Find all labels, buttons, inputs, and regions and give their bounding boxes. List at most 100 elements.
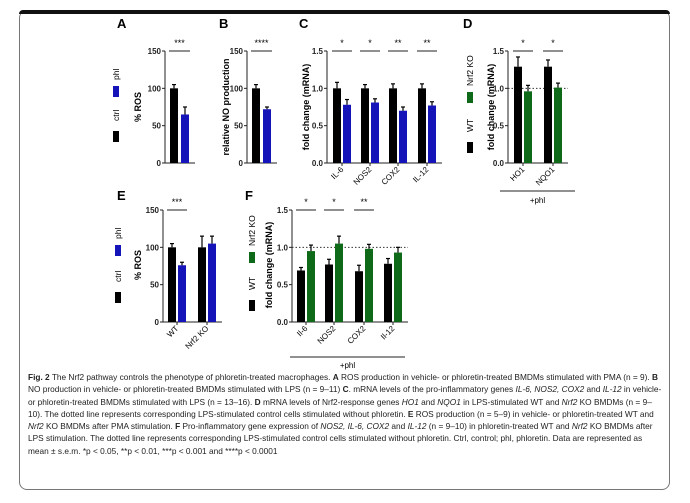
significance-stars: ** bbox=[394, 38, 402, 48]
y-tick-label: 0.0 bbox=[312, 159, 324, 168]
y-tick-label: 0 bbox=[155, 318, 160, 327]
caption-text: KO BMDMs after PMA stimulation. bbox=[43, 421, 176, 432]
significance-stars: *** bbox=[172, 197, 183, 207]
bar-wt bbox=[514, 66, 522, 163]
caption-bold-text: Fig. 2 bbox=[28, 372, 50, 382]
x-tick-label: Il-6 bbox=[295, 324, 310, 339]
bar-ctrl bbox=[361, 88, 369, 163]
legend-label: ctrl bbox=[113, 271, 123, 282]
y-tick-label: 0.5 bbox=[493, 122, 505, 131]
bar-phl bbox=[181, 114, 189, 163]
legend-label: phl bbox=[111, 69, 121, 80]
figure-top-bar bbox=[19, 10, 670, 14]
caption-text: . mRNA levels of the pro-inflammatory ge… bbox=[348, 384, 516, 395]
x-tick-label: WT bbox=[165, 324, 180, 339]
bar-phl bbox=[208, 243, 216, 322]
significance-stars: * bbox=[340, 38, 344, 48]
caption-text: in vehicle- or phloretin-treated BMDMs s… bbox=[28, 384, 662, 407]
bar-wt bbox=[297, 270, 305, 322]
legend-label: Nrf2 KO bbox=[247, 215, 257, 246]
y-tick-label: 1.5 bbox=[493, 47, 505, 56]
bar-ctrl bbox=[252, 88, 260, 163]
caption-text: and bbox=[418, 396, 438, 407]
legend-label: phl bbox=[113, 228, 123, 239]
y-tick-label: 1.0 bbox=[312, 84, 324, 93]
figure-caption: Fig. 2 The Nrf2 pathway controls the phe… bbox=[28, 371, 664, 457]
bar-nrf2-ko bbox=[365, 248, 373, 322]
caption-text: NOS2, IL-6, COX2 bbox=[320, 421, 390, 432]
y-axis-label: % ROS bbox=[133, 250, 143, 280]
y-tick-label: 0 bbox=[239, 159, 244, 168]
legend-swatch bbox=[467, 142, 473, 153]
bar-phl bbox=[428, 105, 436, 163]
bar-phl bbox=[178, 265, 186, 322]
y-tick-label: 150 bbox=[230, 47, 244, 56]
caption-text: HO1 bbox=[401, 396, 419, 407]
significance-stars: ** bbox=[360, 197, 368, 207]
y-tick-label: 1.5 bbox=[277, 206, 289, 215]
caption-text: mRNA levels of Nrf2-response genes bbox=[260, 396, 402, 407]
y-tick-label: 50 bbox=[234, 122, 243, 131]
y-axis-label: fold change (mRNA) bbox=[486, 64, 496, 151]
bar-ctrl bbox=[333, 88, 341, 163]
y-tick-label: 100 bbox=[146, 243, 160, 252]
significance-stars: * bbox=[332, 197, 336, 207]
y-tick-label: 150 bbox=[148, 47, 162, 56]
y-tick-label: 0.0 bbox=[493, 159, 505, 168]
significance-stars: * bbox=[521, 38, 525, 48]
y-tick-label: 1.0 bbox=[277, 243, 289, 252]
legend-swatch bbox=[467, 92, 473, 103]
caption-text: and bbox=[584, 384, 603, 395]
bar-phl bbox=[399, 110, 407, 163]
panel-d: D 0.0 0.5 1.0 1.5 fold change (mRNA) HO1 * NQO1 *… bbox=[463, 16, 575, 205]
bar-ctrl bbox=[418, 88, 426, 163]
x-tick-label: COX2 bbox=[380, 165, 402, 187]
legend-swatch bbox=[115, 245, 121, 256]
x-tick-label: Il-12 bbox=[379, 324, 397, 342]
caption-text: KO BMDMs (n = 9–10). The dotted line rep… bbox=[28, 396, 652, 419]
y-axis-label: % ROS bbox=[133, 92, 143, 122]
significance-stars: * bbox=[368, 38, 372, 48]
panel-label: D bbox=[463, 16, 472, 31]
y-tick-label: 50 bbox=[152, 122, 161, 131]
caption-text: Nrf2 bbox=[571, 421, 588, 432]
panel-label: E bbox=[117, 188, 126, 203]
caption-text: in LPS-stimulated WT and bbox=[460, 396, 562, 407]
bar-wt bbox=[355, 271, 363, 322]
legend-swatch bbox=[249, 252, 255, 263]
group-label: +phl bbox=[530, 196, 546, 205]
legend-label: Nrf2 KO bbox=[465, 55, 475, 86]
caption-text: NO production in vehicle- or phloretin-t… bbox=[28, 384, 343, 395]
bar-ctrl bbox=[168, 247, 176, 322]
panel-b: B 0 50 100 150 relative NO production **** bbox=[219, 16, 277, 168]
x-tick-label: HO1 bbox=[508, 165, 526, 183]
bar-nrf2-ko bbox=[394, 252, 402, 322]
y-tick-label: 1.5 bbox=[312, 47, 324, 56]
caption-text: Pro-inflammatory gene expression of bbox=[180, 421, 321, 432]
bar-wt bbox=[384, 263, 392, 322]
caption-bold-text: B bbox=[652, 372, 659, 382]
caption-text: and bbox=[389, 421, 408, 432]
caption-text: IL-12 bbox=[602, 384, 622, 395]
legend-swatch bbox=[113, 86, 119, 97]
y-axis-label: fold change (mRNA) bbox=[264, 222, 274, 309]
group-label: +phl bbox=[340, 361, 356, 370]
significance-stars: * bbox=[304, 197, 308, 207]
y-tick-label: 100 bbox=[230, 84, 244, 93]
x-tick-label: NOS2 bbox=[352, 165, 374, 187]
y-axis-label: fold change (mRNA) bbox=[301, 64, 311, 151]
significance-stars: * bbox=[551, 38, 555, 48]
panel-label: A bbox=[117, 16, 127, 31]
bar-nrf2-ko bbox=[554, 87, 562, 163]
panel-label: C bbox=[299, 16, 309, 31]
bar-nrf2-ko bbox=[335, 243, 343, 322]
caption-text: IL-12 bbox=[407, 421, 427, 432]
y-tick-label: 50 bbox=[150, 281, 159, 290]
panel-e: E 0 50 100 150 % ROS WT *** Nrf2 KO ctrl phl bbox=[113, 188, 222, 351]
caption-text: IL-6, NOS2, COX2 bbox=[515, 384, 585, 395]
bar-ctrl bbox=[389, 88, 397, 163]
bar-wt bbox=[325, 264, 333, 322]
y-tick-label: 0.5 bbox=[312, 122, 324, 131]
